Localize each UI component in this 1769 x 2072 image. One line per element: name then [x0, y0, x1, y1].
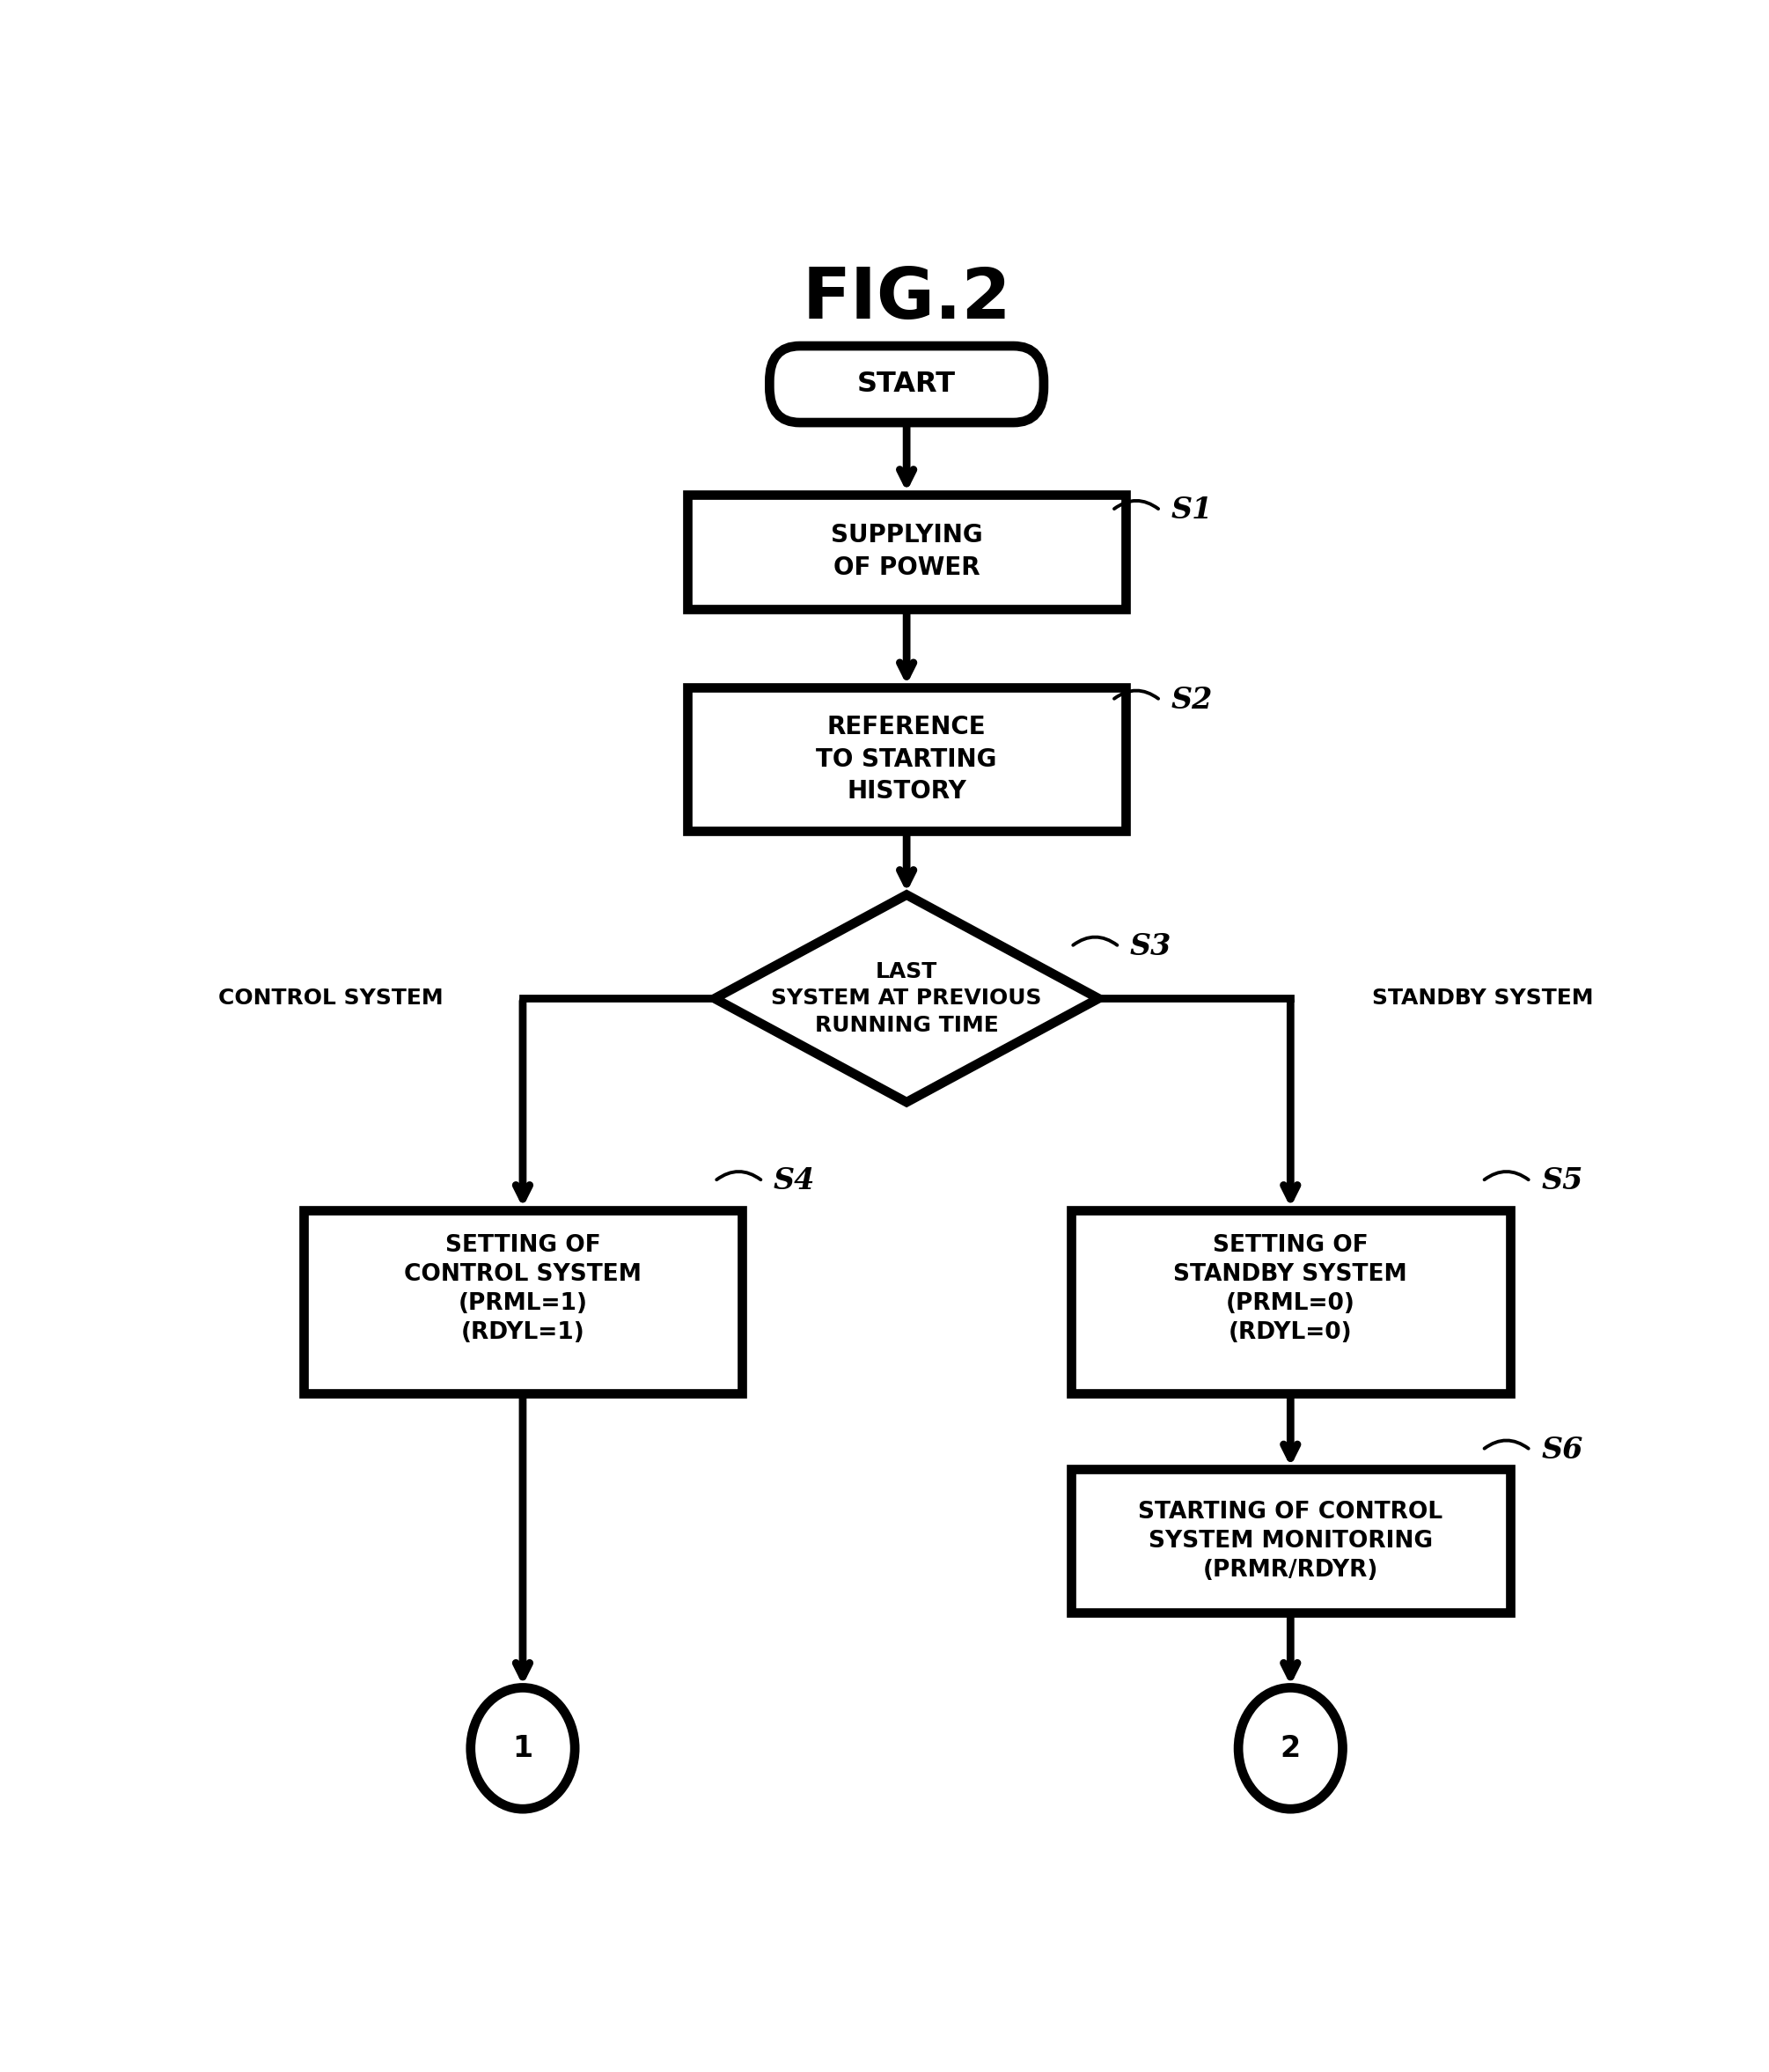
Text: S1: S1 — [1171, 495, 1214, 524]
Bar — [686, 688, 1125, 831]
Text: S3: S3 — [1130, 932, 1171, 961]
Text: CONTROL SYSTEM: CONTROL SYSTEM — [218, 988, 444, 1009]
Text: SETTING OF
STANDBY SYSTEM
(PRML=0)
(RDYL=0): SETTING OF STANDBY SYSTEM (PRML=0) (RDYL… — [1173, 1233, 1408, 1345]
Text: STANDBY SYSTEM: STANDBY SYSTEM — [1371, 988, 1594, 1009]
Text: SUPPLYING
OF POWER: SUPPLYING OF POWER — [831, 524, 982, 580]
Text: S4: S4 — [773, 1167, 816, 1196]
Text: S6: S6 — [1541, 1436, 1583, 1465]
Text: S2: S2 — [1171, 686, 1214, 715]
FancyBboxPatch shape — [770, 346, 1044, 423]
Bar — [686, 495, 1125, 609]
Text: STARTING OF CONTROL
SYSTEM MONITORING
(PRMR/RDYR): STARTING OF CONTROL SYSTEM MONITORING (P… — [1137, 1500, 1444, 1581]
Text: FIG.2: FIG.2 — [801, 265, 1012, 334]
Text: START: START — [858, 371, 955, 398]
Text: 1: 1 — [513, 1734, 532, 1763]
Bar — [304, 1210, 743, 1392]
Bar — [1072, 1469, 1511, 1612]
Polygon shape — [715, 895, 1099, 1102]
Text: REFERENCE
TO STARTING
HISTORY: REFERENCE TO STARTING HISTORY — [816, 715, 998, 804]
Circle shape — [1238, 1689, 1343, 1809]
Circle shape — [471, 1689, 575, 1809]
Bar — [1072, 1210, 1511, 1392]
Text: LAST
SYSTEM AT PREVIOUS
RUNNING TIME: LAST SYSTEM AT PREVIOUS RUNNING TIME — [771, 961, 1042, 1036]
Text: SETTING OF
CONTROL SYSTEM
(PRML=1)
(RDYL=1): SETTING OF CONTROL SYSTEM (PRML=1) (RDYL… — [403, 1233, 642, 1345]
Text: 2: 2 — [1281, 1734, 1300, 1763]
Text: S5: S5 — [1541, 1167, 1583, 1196]
